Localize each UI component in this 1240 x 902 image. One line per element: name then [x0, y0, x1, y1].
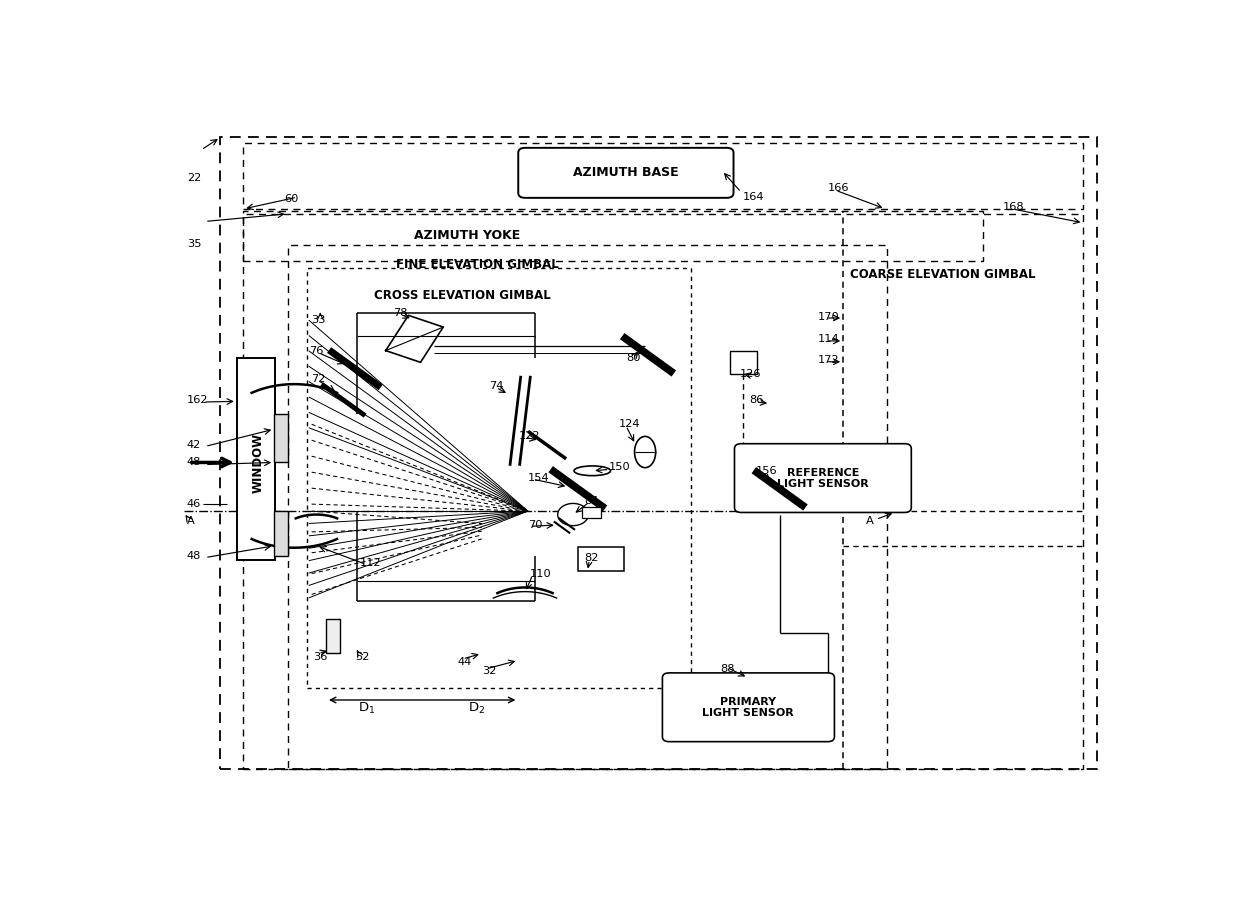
Text: 154: 154	[528, 473, 549, 483]
Text: FINE ELEVATION GIMBAL: FINE ELEVATION GIMBAL	[396, 258, 558, 271]
Bar	[237, 358, 275, 559]
Text: 32: 32	[481, 666, 496, 676]
Text: 80: 80	[626, 354, 640, 364]
Bar	[274, 511, 288, 557]
Circle shape	[558, 503, 589, 526]
Text: A: A	[187, 517, 195, 527]
FancyBboxPatch shape	[518, 148, 734, 198]
Text: PRIMARY
LIGHT SENSOR: PRIMARY LIGHT SENSOR	[702, 697, 794, 718]
Text: 86: 86	[749, 395, 764, 405]
Text: 48: 48	[187, 551, 201, 561]
Text: 124: 124	[619, 419, 641, 429]
Text: 82: 82	[584, 553, 599, 564]
Text: 74: 74	[490, 381, 503, 391]
Bar	[306, 268, 691, 688]
Bar	[582, 507, 601, 518]
Text: A: A	[866, 517, 874, 527]
Text: 164: 164	[743, 192, 765, 202]
Bar	[578, 548, 624, 572]
Bar	[243, 214, 1084, 769]
Text: 46: 46	[187, 499, 201, 509]
Text: 60: 60	[285, 194, 299, 204]
Bar	[326, 619, 340, 653]
Bar	[243, 143, 1084, 209]
Text: 70: 70	[528, 520, 542, 530]
Text: 35: 35	[187, 239, 201, 249]
Text: AZIMUTH BASE: AZIMUTH BASE	[573, 166, 678, 179]
Text: 48: 48	[187, 457, 201, 467]
Bar	[729, 352, 756, 373]
Text: 166: 166	[828, 183, 849, 193]
Text: 88: 88	[720, 665, 734, 675]
Text: 122: 122	[518, 431, 539, 441]
Text: 36: 36	[314, 652, 327, 662]
Text: D$_2$: D$_2$	[469, 701, 486, 716]
Bar	[274, 414, 288, 463]
Text: 150: 150	[609, 463, 630, 473]
Text: REFERENCE
LIGHT SENSOR: REFERENCE LIGHT SENSOR	[777, 467, 869, 489]
Text: 162: 162	[187, 395, 208, 405]
Ellipse shape	[635, 437, 656, 467]
Text: 42: 42	[187, 440, 201, 450]
Text: CROSS ELEVATION GIMBAL: CROSS ELEVATION GIMBAL	[374, 290, 551, 302]
Text: 72: 72	[311, 374, 325, 384]
FancyBboxPatch shape	[734, 444, 911, 512]
Text: AZIMUTH YOKE: AZIMUTH YOKE	[414, 229, 521, 242]
Ellipse shape	[574, 466, 610, 475]
Text: 112: 112	[360, 558, 382, 568]
Text: 172: 172	[818, 354, 839, 364]
Text: 78: 78	[393, 308, 408, 318]
Text: 126: 126	[739, 369, 761, 379]
Bar	[288, 245, 888, 769]
Text: 33: 33	[311, 315, 325, 325]
Text: 76: 76	[309, 346, 324, 356]
Text: 22: 22	[187, 172, 201, 183]
Text: 170: 170	[818, 311, 839, 322]
Text: 52: 52	[355, 652, 370, 662]
Text: 114: 114	[818, 334, 839, 344]
Text: 84: 84	[584, 496, 599, 506]
Text: 156: 156	[755, 465, 777, 475]
Text: D$_1$: D$_1$	[358, 701, 374, 716]
Text: 44: 44	[458, 657, 472, 667]
Bar	[243, 211, 983, 261]
Text: COARSE ELEVATION GIMBAL: COARSE ELEVATION GIMBAL	[851, 269, 1035, 281]
Text: WINDOW: WINDOW	[252, 432, 264, 492]
FancyBboxPatch shape	[662, 673, 835, 741]
Text: 168: 168	[1003, 202, 1024, 212]
Text: 110: 110	[529, 568, 552, 578]
